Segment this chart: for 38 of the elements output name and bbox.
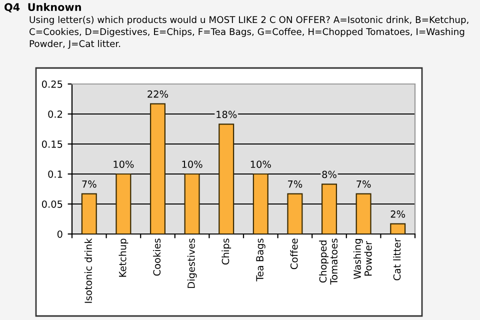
x-tick-label: Tea Bags xyxy=(256,238,266,282)
bar xyxy=(252,173,268,234)
data-label: 7% xyxy=(288,180,302,188)
y-tick-label: 0.2 xyxy=(48,110,62,118)
data-label: 7% xyxy=(356,180,371,188)
data-label: 10% xyxy=(114,160,134,168)
chart-subtitle: Using letter(s) which products would u MOST LIKE 2 C ON OFFER? A=Isotonic drink, B=Ketchup, C=Cookies, D=Digestives, E=Chips, F=Tea Bags, G=Coffee, H=Chopped Tomatoes, I=Washing Powder, J=Cat litter. xyxy=(30,16,468,49)
chart-title: Q4 Unknown xyxy=(4,2,81,12)
bar xyxy=(218,124,234,234)
data-label: 10% xyxy=(182,160,202,168)
x-tick-label: Coffee xyxy=(290,238,298,270)
data-label: 7% xyxy=(82,180,96,188)
bar xyxy=(150,103,166,234)
data-label: 10% xyxy=(250,160,271,168)
data-label: 22% xyxy=(148,90,168,98)
y-tick-label: 0.1 xyxy=(48,170,62,178)
y-tick-label: 0 xyxy=(57,230,62,238)
bar xyxy=(356,193,372,234)
y-tick-label: 0.25 xyxy=(42,80,62,88)
bar xyxy=(116,173,132,234)
bar xyxy=(81,193,97,234)
x-tick-label: Chopped Tomatoes xyxy=(319,238,338,285)
x-tick-label: Washing Powder xyxy=(353,239,372,280)
x-tick-label: Cookies xyxy=(153,238,161,276)
x-tick-label: Isotonic drink xyxy=(84,238,92,303)
bar xyxy=(390,223,406,234)
x-tick-label: Ketchup xyxy=(118,238,128,277)
x-tick-label: Digestives xyxy=(187,238,197,288)
data-label: 2% xyxy=(390,210,406,218)
data-label: 18% xyxy=(216,110,237,118)
data-label: 8% xyxy=(322,170,336,178)
bar xyxy=(184,173,200,234)
y-tick-label: 0.15 xyxy=(42,140,62,148)
bar xyxy=(287,193,303,234)
bar xyxy=(321,184,338,234)
x-tick-label: Chips xyxy=(222,238,232,265)
y-tick-label: 0.05 xyxy=(42,200,62,208)
x-tick-label: Cat litter xyxy=(393,238,401,280)
